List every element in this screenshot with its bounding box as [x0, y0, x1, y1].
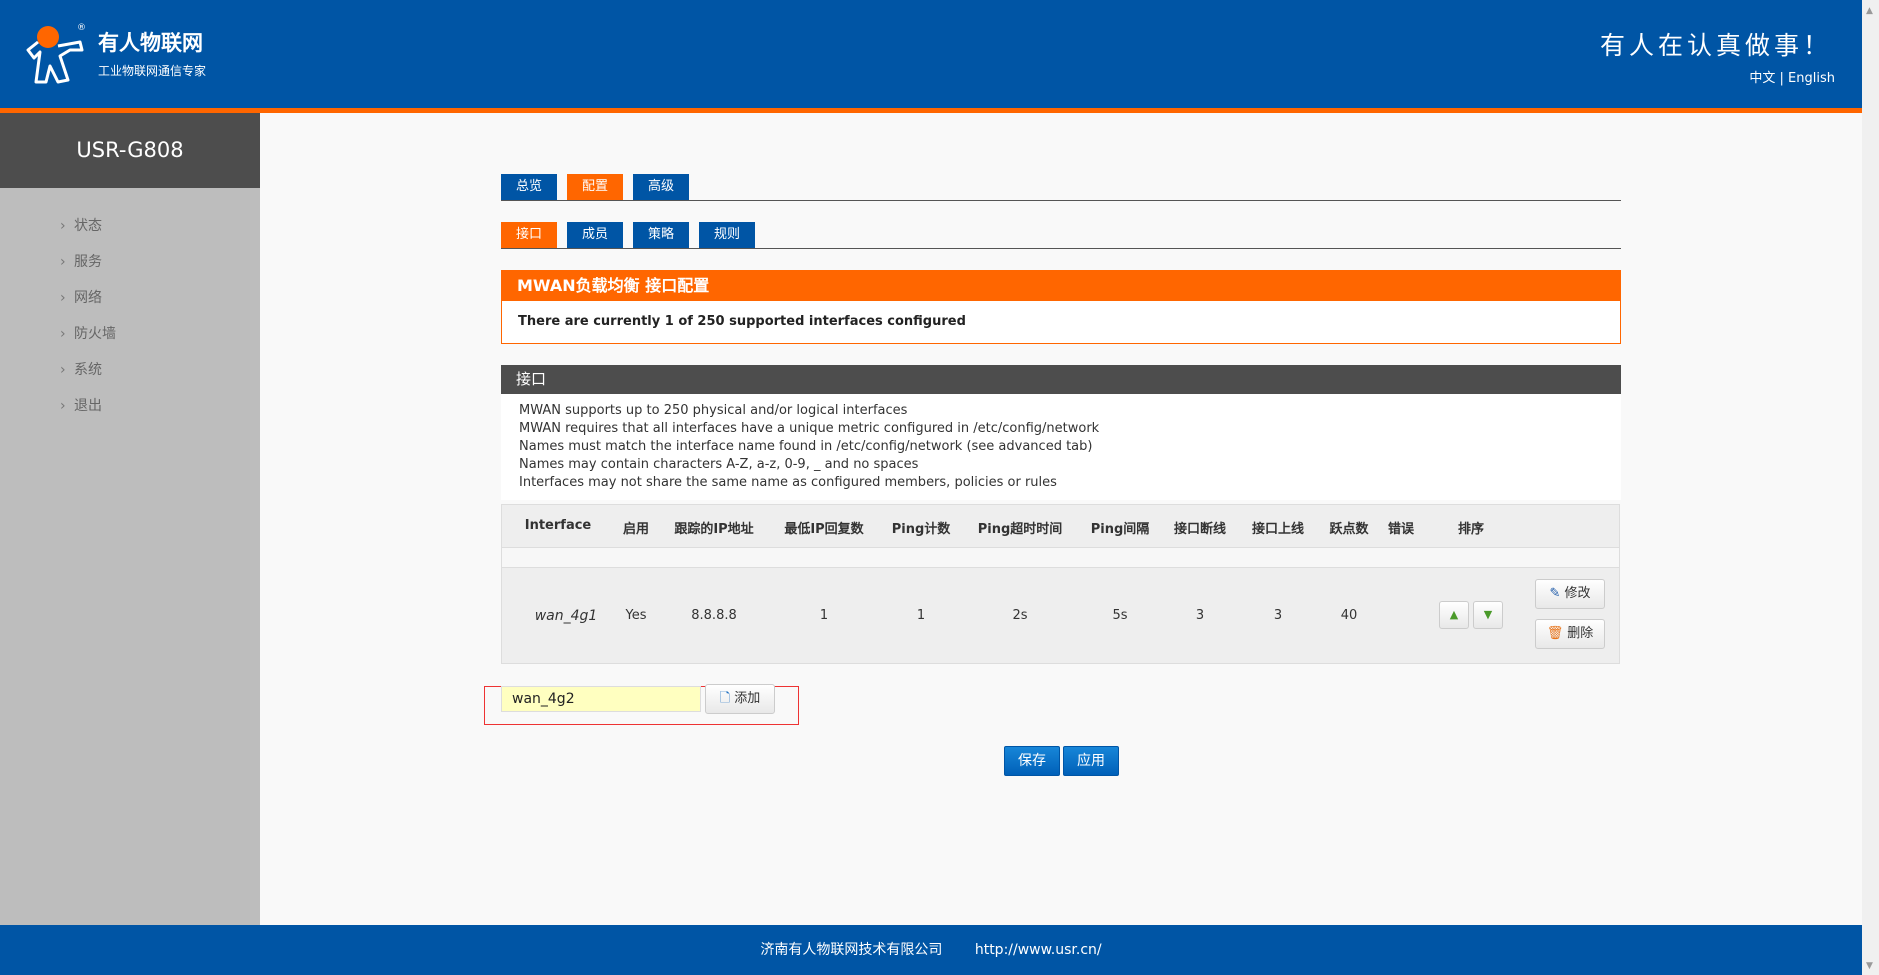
- cell-metric: 40: [1340, 608, 1358, 623]
- cell-interface-down: 3: [1195, 608, 1205, 623]
- description-line: Names must match the interface name foun…: [519, 439, 1093, 454]
- description-line: Names may contain characters A-Z, a-z, 0…: [519, 457, 919, 472]
- cell-ping-timeout: 2s: [1012, 608, 1028, 623]
- slogan: 有人在认真做事！: [1599, 31, 1832, 60]
- scroll-down-icon[interactable]: ▼: [1866, 961, 1873, 971]
- chevron-right-icon: ›: [60, 362, 66, 378]
- main-tabs: 总览 配置 高级: [501, 174, 1621, 201]
- column-header: 排序: [1457, 522, 1485, 537]
- interfaces-section: 接口 MWAN supports up to 250 physical and/…: [501, 365, 1621, 500]
- tab-advanced[interactable]: 高级: [633, 174, 690, 200]
- tab-members[interactable]: 成员: [567, 222, 624, 248]
- footer-company: 济南有人物联网技术有限公司: [760, 942, 943, 958]
- sidebar: USR-G808 › 状态 › 服务 › 网络 › 防火墙 › 系统 › 退出: [0, 113, 260, 925]
- chevron-right-icon: ›: [60, 326, 66, 342]
- section-description: MWAN supports up to 250 physical and/or …: [501, 394, 1621, 500]
- header-accent-line: [0, 108, 1862, 113]
- add-button[interactable]: 🗋 添加: [705, 684, 775, 714]
- cell-reliability: 1: [819, 608, 829, 623]
- sidebar-item-system[interactable]: › 系统: [0, 352, 260, 388]
- table-row: wan_4g1 Yes 8.8.8.8 1 1 2s 5s 3 3 40: [502, 568, 1619, 663]
- brand-name: 有人物联网: [98, 31, 203, 55]
- new-interface-input[interactable]: [501, 686, 701, 712]
- description-line: MWAN supports up to 250 physical and/or …: [519, 403, 908, 418]
- sub-tabs: 接口 成员 策略 规则: [501, 222, 1621, 249]
- notice-message: There are currently 1 of 250 supported i…: [518, 314, 966, 329]
- tab-config[interactable]: 配置: [567, 174, 624, 200]
- interfaces-table: Interface 启用 跟踪的IP地址 最低IP回复数 Ping计数 Ping…: [501, 504, 1620, 664]
- column-header: 最低IP回复数: [784, 522, 864, 537]
- description-line: Interfaces may not share the same name a…: [519, 475, 1057, 490]
- column-header: 接口断线: [1173, 522, 1227, 537]
- language-switch: 中文 | English: [1749, 67, 1835, 86]
- tab-policies[interactable]: 策略: [633, 222, 690, 248]
- move-down-button[interactable]: ▼: [1473, 601, 1503, 629]
- add-label: 添加: [734, 691, 761, 706]
- sidebar-item-label: 系统: [74, 362, 102, 378]
- edit-label: 修改: [1564, 586, 1591, 601]
- section-title: 接口: [501, 365, 1621, 394]
- column-header: 错误: [1387, 522, 1415, 537]
- apply-button[interactable]: 应用: [1063, 746, 1119, 776]
- edit-button[interactable]: ✎ 修改: [1535, 579, 1605, 609]
- chevron-right-icon: ›: [60, 218, 66, 234]
- cell-ping-interval: 5s: [1112, 608, 1128, 623]
- sidebar-item-status[interactable]: › 状态: [0, 208, 260, 244]
- footer-url-link[interactable]: http://www.usr.cn/: [974, 942, 1102, 958]
- save-button[interactable]: 保存: [1004, 746, 1060, 776]
- tab-interfaces[interactable]: 接口: [501, 222, 558, 248]
- tab-rules[interactable]: 规则: [699, 222, 756, 248]
- column-header: 接口上线: [1251, 522, 1305, 537]
- arrow-down-icon: ▼: [1483, 608, 1493, 621]
- cell-interface: wan_4g1: [534, 608, 598, 624]
- lang-separator: |: [1779, 71, 1784, 86]
- cell-enabled: Yes: [625, 608, 647, 623]
- sidebar-item-services[interactable]: › 服务: [0, 244, 260, 280]
- column-header: Ping间隔: [1090, 522, 1150, 537]
- column-header: Ping计数: [891, 522, 951, 537]
- tab-overview[interactable]: 总览: [501, 174, 558, 200]
- cell-interface-up: 3: [1273, 608, 1283, 623]
- notice-title: MWAN负载均衡 接口配置: [502, 271, 1620, 301]
- logo-icon: ®: [26, 23, 86, 84]
- delete-button[interactable]: 🗑 删除: [1535, 619, 1605, 649]
- table-spacer-row: [502, 547, 1619, 568]
- column-header: Ping超时时间: [977, 522, 1063, 537]
- sidebar-item-label: 防火墙: [74, 326, 116, 342]
- move-up-button[interactable]: ▲: [1439, 601, 1469, 629]
- column-header: 启用: [622, 522, 650, 537]
- column-header: Interface: [524, 518, 592, 533]
- column-header: 跃点数: [1329, 522, 1369, 537]
- notice-box: MWAN负载均衡 接口配置 There are currently 1 of 2…: [501, 270, 1621, 344]
- description-line: MWAN requires that all interfaces have a…: [519, 421, 1100, 436]
- chevron-right-icon: ›: [60, 290, 66, 306]
- sidebar-item-label: 退出: [74, 398, 102, 414]
- cell-ping-count: 1: [916, 608, 926, 623]
- table-header: Interface 启用 跟踪的IP地址 最低IP回复数 Ping计数 Ping…: [502, 505, 1619, 547]
- column-header: 跟踪的IP地址: [674, 522, 754, 537]
- arrow-up-icon: ▲: [1449, 608, 1459, 621]
- sidebar-item-label: 状态: [74, 218, 102, 234]
- chevron-right-icon: ›: [60, 398, 66, 414]
- edit-icon: ✎: [1549, 586, 1561, 601]
- brand-tagline: 工业物联网通信专家: [98, 64, 207, 78]
- svg-text:®: ®: [77, 23, 86, 33]
- sidebar-item-firewall[interactable]: › 防火墙: [0, 316, 260, 352]
- chevron-right-icon: ›: [60, 254, 66, 270]
- cell-track-ip: 8.8.8.8: [691, 608, 737, 623]
- add-file-icon: 🗋: [719, 691, 731, 706]
- sidebar-item-logout[interactable]: › 退出: [0, 388, 260, 424]
- sidebar-item-network[interactable]: › 网络: [0, 280, 260, 316]
- sidebar-item-label: 网络: [74, 290, 102, 306]
- footer: 济南有人物联网技术有限公司 http://www.usr.cn/: [0, 925, 1862, 975]
- delete-label: 删除: [1567, 626, 1594, 641]
- sidebar-item-label: 服务: [74, 254, 102, 270]
- lang-english-link[interactable]: English: [1788, 71, 1835, 86]
- page-scrollbar[interactable]: ▲ ▼: [1862, 0, 1879, 975]
- device-name: USR-G808: [0, 113, 260, 188]
- scroll-up-icon[interactable]: ▲: [1866, 6, 1873, 16]
- lang-chinese-link[interactable]: 中文: [1749, 71, 1776, 86]
- trash-icon: 🗑: [1546, 626, 1564, 641]
- header: ® 有人物联网 工业物联网通信专家 有人在认真做事！ 中文 | English: [0, 0, 1862, 108]
